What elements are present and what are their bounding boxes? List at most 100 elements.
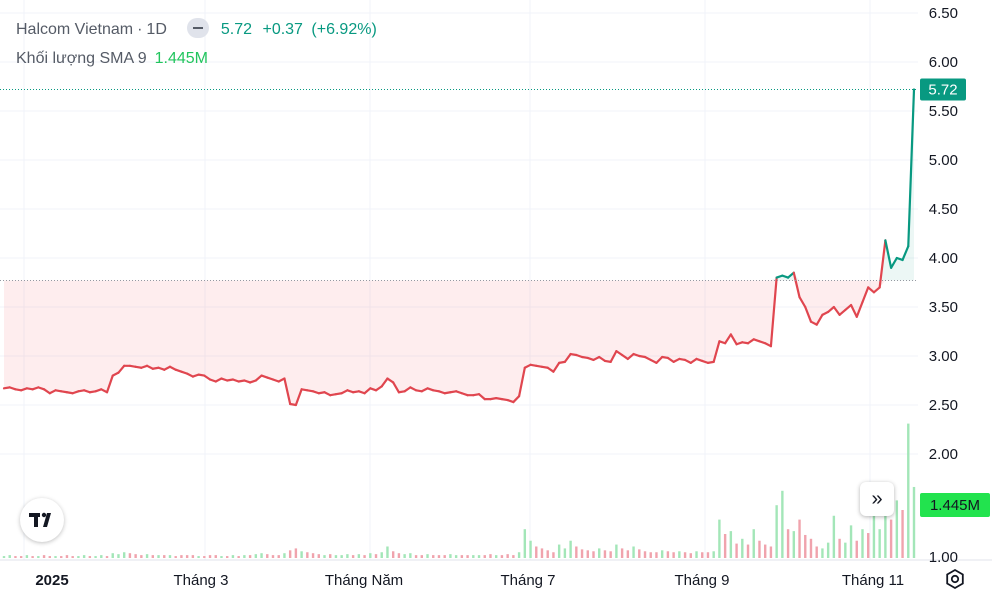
scroll-to-realtime-button[interactable]: » [860, 482, 894, 516]
volume-bar-53 [306, 552, 309, 558]
price-segment-8 [42, 388, 51, 395]
price-tick-label-3: 5.00 [929, 152, 958, 169]
collapse-legend-icon[interactable] [186, 18, 209, 38]
volume-bar-48 [277, 555, 280, 558]
volume-bar-25 [145, 554, 149, 558]
volume-bar-151 [867, 533, 870, 558]
price-area [4, 89, 914, 405]
volume-bar-145 [832, 515, 836, 558]
volume-bar-11 [65, 555, 69, 558]
price-segment-21 [117, 364, 126, 374]
volume-bar-52 [300, 551, 303, 558]
volume-bar-132 [758, 540, 761, 558]
price-segment-146 [832, 305, 841, 316]
volume-bar-36 [208, 555, 212, 558]
price-segment-158 [901, 245, 910, 262]
chart-grid [0, 0, 992, 561]
volume-bar-144 [826, 542, 830, 558]
volume-bar-111 [638, 549, 641, 558]
price-segment-159 [907, 88, 916, 248]
price-change-pct: (+6.92%) [311, 21, 377, 38]
volume-bar-38 [220, 556, 223, 558]
volume-indicator-value: 1.445M [154, 50, 208, 67]
volume-bar-17 [100, 555, 103, 558]
volume-bar-50 [288, 550, 292, 558]
price-segment-97 [552, 361, 561, 373]
volume-bar-62 [357, 554, 361, 558]
volume-bar-155 [889, 519, 893, 558]
price-segment-99 [563, 352, 572, 363]
price-segment-108 [615, 350, 624, 357]
price-segment-71 [403, 386, 412, 393]
price-tick-label-9: 2.00 [929, 446, 958, 463]
price-line [2, 88, 916, 407]
volume-indicator-label[interactable]: Khối lượng SMA 9 [16, 50, 147, 67]
volume-bar-125 [718, 519, 721, 558]
time-tick-label-0: 2025 [35, 572, 68, 589]
volume-bar-146 [838, 538, 841, 558]
volume-bar-8 [48, 556, 51, 558]
tradingview-logo-icon[interactable] [20, 498, 64, 542]
close-price: 5.72 [220, 21, 253, 38]
volume-bar-95 [546, 550, 549, 558]
volume-bar-85 [489, 554, 492, 558]
price-axis: 6.50 6.00 5.50 5.00 4.50 4.00 3.50 3.00 2.50 2.00… [929, 5, 958, 566]
price-segment-66 [374, 385, 383, 392]
volume-bar-24 [140, 555, 143, 558]
price-segment-115 [655, 355, 664, 364]
volume-bar-98 [563, 548, 567, 558]
price-segment-127 [724, 333, 732, 345]
volume-bar-4 [25, 555, 29, 558]
price-segment-110 [626, 352, 635, 361]
volume-bar-13 [77, 556, 80, 558]
last-price-badge [920, 78, 966, 101]
volume-bar-5 [31, 556, 34, 558]
volume-bar-65 [374, 554, 378, 558]
volume-bar-135 [775, 505, 778, 558]
volume-bar-51 [294, 548, 298, 558]
legend-separator: · [137, 21, 143, 38]
volume-bar-21 [122, 552, 126, 558]
volume-bar-67 [386, 546, 389, 558]
double-chevron-right-icon: » [871, 487, 883, 510]
area-below-baseline [4, 280, 914, 405]
symbol-name[interactable]: Halcom Vietnam [16, 21, 134, 38]
price-tick-label-4: 4.50 [929, 201, 958, 218]
volume-bar-0 [2, 556, 6, 558]
volume-bar-39 [226, 556, 229, 558]
price-tick-label-7: 3.00 [929, 348, 958, 365]
settings-gear-icon[interactable] [944, 568, 966, 590]
volume-bar-149 [855, 540, 858, 558]
volume-bar-82 [472, 555, 475, 558]
volume-bars [2, 423, 916, 558]
volume-bar-126 [723, 534, 727, 558]
volume-bar-66 [380, 552, 383, 558]
price-segment-131 [746, 338, 755, 345]
volume-bar-128 [735, 543, 738, 558]
volume-bar-129 [741, 538, 744, 558]
volume-bar-99 [569, 540, 572, 558]
price-segment-45 [254, 374, 263, 382]
price-tick-label-0: 6.50 [929, 5, 958, 22]
volume-bar-42 [243, 555, 246, 558]
price-segment-19 [105, 374, 114, 394]
volume-bar-123 [706, 552, 710, 558]
volume-bar-143 [821, 548, 824, 558]
volume-bar-23 [134, 554, 137, 558]
volume-bar-45 [260, 553, 263, 558]
interval-label[interactable]: 1D [146, 21, 167, 38]
price-tick-label-8: 2.50 [929, 397, 958, 414]
price-segment-135 [769, 276, 778, 348]
volume-bar-7 [42, 555, 46, 558]
price-segment-145 [827, 305, 835, 313]
price-segment-154 [878, 239, 887, 289]
volume-bar-100 [575, 546, 578, 558]
volume-bar-109 [626, 550, 630, 558]
time-tick-label-4: Tháng 9 [674, 572, 729, 589]
price-segment-107 [609, 350, 618, 363]
price-segment-151 [861, 286, 870, 304]
volume-bar-1 [8, 555, 11, 558]
volume-bar-49 [283, 553, 286, 558]
price-segment-153 [872, 286, 881, 294]
